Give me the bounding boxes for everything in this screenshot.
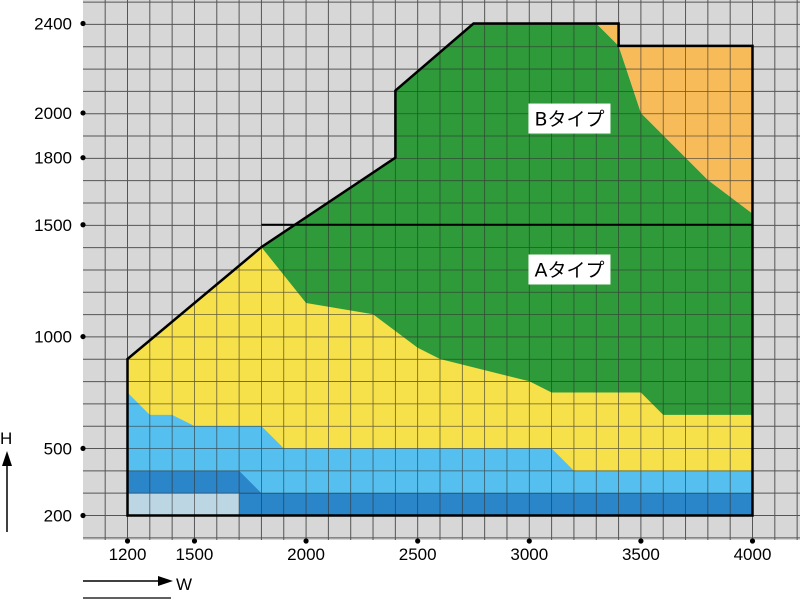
x-tick-label: 2000 — [287, 545, 325, 564]
y-tick-mark — [80, 512, 86, 519]
x-tick-mark — [191, 538, 198, 544]
x-tick-label: 3500 — [622, 545, 660, 564]
y-tick-label: 500 — [44, 439, 72, 458]
x-tick-label: 1500 — [176, 545, 214, 564]
x-tick-mark — [415, 538, 421, 544]
x-tick-label: 4000 — [734, 545, 772, 564]
x-tick-label: 2500 — [399, 545, 437, 564]
axis-titles: W H — [0, 429, 192, 599]
y-tick-mark — [80, 445, 86, 452]
y-tick-label: 2400 — [34, 15, 72, 34]
label-box — [528, 254, 611, 285]
y-tick-label: 200 — [44, 507, 72, 526]
label-text: Bタイプ — [534, 109, 604, 131]
y-tick-mark — [80, 333, 86, 340]
label-type-a: Aタイプ — [528, 254, 611, 285]
y-tick-mark — [80, 222, 86, 228]
axis-ticks: 1200 1500 2000 2500 3000 3500 4000 200 500 1000 15… — [34, 15, 771, 565]
x-tick-mark — [124, 538, 131, 544]
label-type-b: Bタイプ — [528, 103, 611, 134]
x-axis-title: W — [176, 575, 192, 594]
y-tick-label: 1500 — [34, 216, 72, 235]
type-labels: Bタイプ Aタイプ — [528, 103, 611, 285]
x-tick-mark — [749, 538, 756, 544]
y-axis-arrow-head — [2, 451, 12, 466]
y-tick-label: 2000 — [34, 104, 72, 123]
region-orange — [596, 23, 753, 214]
x-tick-mark — [303, 538, 309, 544]
y-tick-mark — [80, 110, 86, 116]
label-text: Aタイプ — [534, 260, 604, 282]
x-axis-arrow-head — [158, 576, 173, 586]
label-box — [528, 103, 611, 134]
x-tick-mark — [638, 538, 644, 544]
x-tick-label: 1200 — [109, 545, 147, 564]
y-axis-title: H — [0, 429, 12, 448]
x-tick-mark — [526, 538, 532, 544]
y-tick-mark — [80, 155, 86, 161]
y-tick-label: 1800 — [34, 149, 72, 168]
outline-layer — [126, 22, 754, 517]
y-tick-mark — [80, 20, 86, 27]
x-tick-label: 3000 — [510, 545, 548, 564]
region-outline — [126, 22, 754, 517]
region-pale-blue — [127, 493, 240, 516]
y-tick-label: 1000 — [34, 328, 72, 347]
